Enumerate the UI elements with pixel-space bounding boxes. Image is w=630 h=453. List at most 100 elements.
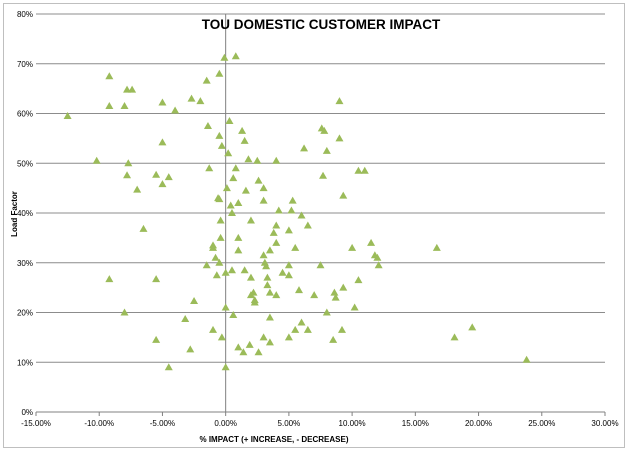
data-point <box>337 325 346 333</box>
data-point <box>215 131 224 139</box>
data-point <box>303 325 312 333</box>
data-point <box>226 201 235 209</box>
data-point <box>284 226 293 234</box>
data-point <box>322 146 331 154</box>
data-point <box>229 174 238 182</box>
data-point <box>295 286 304 294</box>
data-point <box>124 159 133 167</box>
y-tick-label: 30% <box>17 259 33 268</box>
x-tick-label: 5.00% <box>278 419 301 428</box>
data-point <box>186 345 195 353</box>
data-point <box>227 209 236 216</box>
data-point <box>221 268 230 276</box>
data-point <box>152 275 161 283</box>
data-point <box>522 355 531 363</box>
data-point <box>105 72 114 80</box>
data-point <box>152 170 161 178</box>
y-tick-labels: 0% 10% 20% 30% 40% 50% 60% 70% 80% <box>17 10 33 417</box>
data-point <box>310 291 319 299</box>
x-tick-labels: -15.00% -10.00% -5.00% 0.00% 5.00% 10.00% 15.0… <box>21 412 619 428</box>
data-point <box>209 325 218 333</box>
data-point <box>217 333 226 341</box>
data-point <box>259 251 268 259</box>
data-point <box>158 138 167 146</box>
data-point <box>234 343 243 351</box>
data-point <box>322 308 331 316</box>
data-point <box>249 288 258 296</box>
data-point <box>316 261 325 269</box>
data-point <box>246 216 255 224</box>
data-point <box>265 313 274 321</box>
data-point <box>330 288 339 296</box>
data-point <box>152 335 161 343</box>
data-point <box>335 134 344 142</box>
data-point <box>297 318 306 326</box>
y-tick-label: 60% <box>17 110 33 119</box>
data-point <box>234 199 243 207</box>
data-point <box>217 141 226 149</box>
data-point <box>234 233 243 241</box>
data-point <box>234 246 243 254</box>
data-point <box>216 233 225 241</box>
data-point <box>263 281 272 289</box>
data-point <box>231 52 240 60</box>
data-point <box>239 348 248 356</box>
data-point <box>265 338 274 346</box>
data-point <box>259 333 268 341</box>
data-point <box>244 155 253 163</box>
data-point <box>205 164 214 172</box>
data-point <box>320 126 329 134</box>
data-point <box>335 97 344 105</box>
data-point <box>196 97 205 105</box>
x-tick-label: -15.00% <box>21 419 51 428</box>
data-point <box>139 224 148 232</box>
data-point <box>272 156 281 164</box>
data-points <box>63 52 531 371</box>
data-point <box>319 171 328 179</box>
y-tick-label: 40% <box>17 209 33 218</box>
data-point <box>284 271 293 279</box>
data-point <box>303 221 312 229</box>
data-point <box>215 258 224 266</box>
data-point <box>265 288 274 296</box>
x-tick-label: 15.00% <box>402 419 429 428</box>
data-point <box>238 126 247 134</box>
data-point <box>240 266 249 274</box>
data-point <box>291 325 300 333</box>
data-point <box>181 314 190 322</box>
data-point <box>222 184 231 192</box>
data-point <box>297 211 306 219</box>
x-axis-label: % IMPACT (+ INCREASE, - DECREASE) <box>200 435 349 444</box>
data-point <box>105 102 114 110</box>
data-point <box>133 185 142 193</box>
scatter-chart: -15.00% -10.00% -5.00% 0.00% 5.00% 10.00% 15.0… <box>10 10 619 444</box>
data-point <box>227 266 236 274</box>
data-point <box>123 171 132 179</box>
data-point <box>348 243 357 251</box>
data-point <box>220 53 229 61</box>
data-point <box>231 164 240 172</box>
chart-title: TOU DOMESTIC CUSTOMER IMPACT <box>202 17 441 32</box>
data-point <box>203 121 212 129</box>
data-point <box>209 243 218 251</box>
data-point <box>269 228 278 236</box>
data-point <box>263 273 272 281</box>
data-point <box>212 271 221 279</box>
y-tick-label: 70% <box>17 60 33 69</box>
data-point <box>284 261 293 269</box>
data-point <box>164 363 173 371</box>
y-tick-label: 80% <box>17 10 33 19</box>
data-point <box>211 253 220 261</box>
data-point <box>245 340 254 348</box>
x-tick-label: 30.00% <box>591 419 618 428</box>
data-point <box>215 69 224 77</box>
data-point <box>367 238 376 246</box>
data-point <box>300 144 309 152</box>
data-point <box>259 184 268 192</box>
data-point <box>63 111 72 119</box>
data-point <box>432 243 441 251</box>
x-tick-label: 10.00% <box>339 419 366 428</box>
gridlines <box>36 13 605 363</box>
data-point <box>254 176 263 184</box>
data-point <box>278 268 287 276</box>
